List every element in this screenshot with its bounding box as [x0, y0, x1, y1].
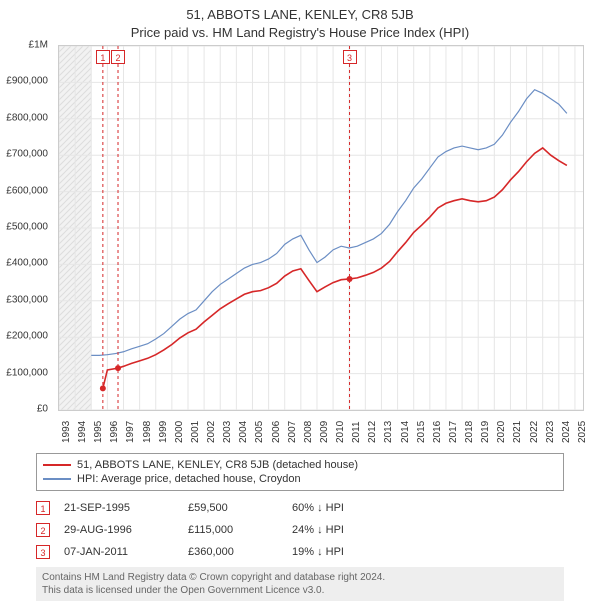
x-axis-label: 1996 — [109, 421, 120, 443]
x-axis-label: 2014 — [400, 421, 411, 443]
transaction-row: 3 07-JAN-2011 £360,000 19% ↓ HPI — [36, 541, 564, 563]
x-axis-label: 2019 — [480, 421, 491, 443]
x-axis-label: 2011 — [351, 422, 362, 444]
y-axis-label: £700,000 — [6, 149, 48, 160]
x-axis-label: 2010 — [335, 421, 346, 443]
transaction-marker: 2 — [36, 523, 50, 537]
x-axis-label: 1997 — [125, 421, 136, 443]
x-axis-label: 2005 — [254, 421, 265, 443]
x-axis-label: 2013 — [383, 421, 394, 443]
transaction-price: £115,000 — [188, 524, 278, 536]
x-axis-label: 2009 — [319, 421, 330, 443]
y-axis-label: £800,000 — [6, 112, 48, 123]
x-axis-label: 2002 — [206, 421, 217, 443]
transaction-date: 21-SEP-1995 — [64, 502, 174, 514]
legend: 51, ABBOTS LANE, KENLEY, CR8 5JB (detach… — [36, 453, 564, 491]
x-axis-label: 2012 — [367, 421, 378, 443]
transaction-row: 1 21-SEP-1995 £59,500 60% ↓ HPI — [36, 497, 564, 519]
series-price_paid — [103, 148, 567, 388]
legend-item: 51, ABBOTS LANE, KENLEY, CR8 5JB (detach… — [43, 458, 557, 472]
chart-plot: 12 3 — [58, 45, 584, 411]
legend-label: HPI: Average price, detached house, Croy… — [77, 473, 301, 485]
x-axis-label: 2020 — [496, 421, 507, 443]
x-axis-label: 1993 — [61, 421, 72, 443]
legend-swatch — [43, 478, 71, 480]
x-axis-label: 1994 — [77, 421, 88, 443]
x-axis-label: 1998 — [142, 421, 153, 443]
series-hpi — [91, 90, 567, 356]
x-axis-label: 2007 — [287, 421, 298, 443]
y-axis-label: £600,000 — [6, 185, 48, 196]
x-axis-label: 2022 — [529, 421, 540, 443]
y-axis-label: £400,000 — [6, 258, 48, 269]
transaction-price: £59,500 — [188, 502, 278, 514]
transaction-diff: 19% ↓ HPI — [292, 546, 344, 558]
x-axis-label: 2015 — [416, 421, 427, 443]
transactions-table: 1 21-SEP-1995 £59,500 60% ↓ HPI 2 29-AUG-1996… — [36, 497, 564, 563]
transaction-date: 29-AUG-1996 — [64, 524, 174, 536]
y-axis-label: £200,000 — [6, 331, 48, 342]
transaction-row: 2 29-AUG-1996 £115,000 24% ↓ HPI — [36, 519, 564, 541]
transaction-date: 07-JAN-2011 — [64, 546, 174, 558]
legend-swatch — [43, 464, 71, 466]
x-axis-label: 1995 — [93, 421, 104, 443]
chart-subtitle: Price paid vs. HM Land Registry's House … — [10, 24, 590, 42]
x-axis-label: 2024 — [561, 421, 572, 443]
x-axis-label: 2023 — [545, 421, 556, 443]
y-axis-label: £500,000 — [6, 222, 48, 233]
legend-item: HPI: Average price, detached house, Croy… — [43, 472, 557, 486]
footer-line-1: Contains HM Land Registry data © Crown c… — [42, 571, 558, 584]
transaction-diff: 24% ↓ HPI — [292, 524, 344, 536]
chart-area: £0£100,000£200,000£300,000£400,000£500,0… — [10, 45, 590, 411]
y-axis-label: £0 — [37, 404, 48, 415]
x-axis-label: 2025 — [577, 421, 588, 443]
x-axis-label: 1999 — [158, 421, 169, 443]
x-axis-label: 2003 — [222, 421, 233, 443]
footer-line-2: This data is licensed under the Open Gov… — [42, 584, 558, 597]
x-axis-label: 2004 — [238, 421, 249, 443]
x-axis-label: 2008 — [303, 421, 314, 443]
transaction-diff: 60% ↓ HPI — [292, 502, 344, 514]
x-axis-label: 2000 — [174, 421, 185, 443]
x-axis-label: 2021 — [512, 421, 523, 443]
sale-marker: 3 — [343, 50, 357, 64]
y-axis-label: £1M — [29, 40, 48, 51]
y-axis-label: £900,000 — [6, 76, 48, 87]
legend-label: 51, ABBOTS LANE, KENLEY, CR8 5JB (detach… — [77, 459, 358, 471]
x-axis-label: 2016 — [432, 421, 443, 443]
x-axis-label: 2006 — [271, 421, 282, 443]
sale-marker: 2 — [111, 50, 125, 64]
footer-attribution: Contains HM Land Registry data © Crown c… — [36, 567, 564, 601]
transaction-price: £360,000 — [188, 546, 278, 558]
transaction-marker: 3 — [36, 545, 50, 559]
transaction-marker: 1 — [36, 501, 50, 515]
x-axis-label: 2018 — [464, 421, 475, 443]
chart-title: 51, ABBOTS LANE, KENLEY, CR8 5JB — [10, 6, 590, 24]
y-axis-label: £100,000 — [6, 367, 48, 378]
y-axis-label: £300,000 — [6, 294, 48, 305]
x-axis-label: 2001 — [190, 421, 201, 443]
sale-marker: 1 — [96, 50, 110, 64]
x-axis-label: 2017 — [448, 421, 459, 443]
